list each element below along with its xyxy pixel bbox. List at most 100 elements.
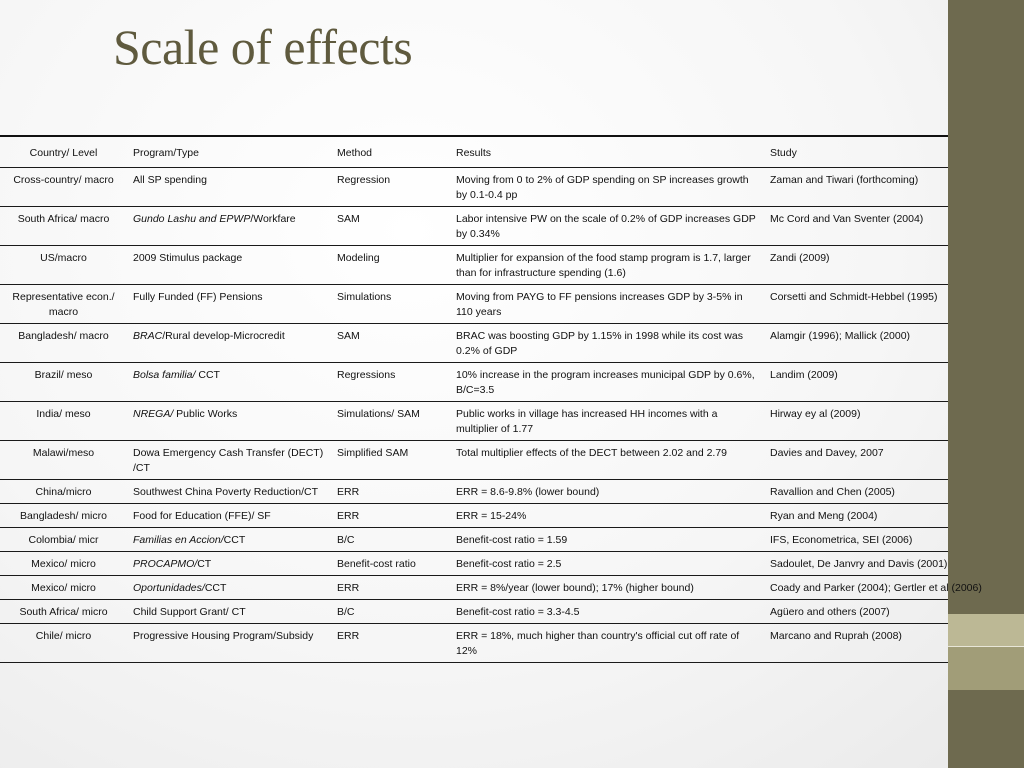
cell-program-type: Oportunidades/CCT xyxy=(127,576,331,600)
table-row: Malawi/meso Dowa Emergency Cash Transfer … xyxy=(0,441,948,480)
cell-program-type: Progressive Housing Program/Subsidy xyxy=(127,624,331,663)
cell-study: Mc Cord and Van Sventer (2004) xyxy=(770,213,924,225)
cell-method: SAM xyxy=(337,213,360,225)
decorative-band-light xyxy=(948,614,1024,646)
cell-study: IFS, Econometrica, SEI (2006) xyxy=(770,534,913,546)
cell-country-level: US/macro xyxy=(40,252,87,264)
table-row: Cross-country/ macro All SP spending Regre… xyxy=(0,168,948,207)
program-type-text: CT xyxy=(197,558,212,570)
decorative-sidebar xyxy=(948,0,1024,768)
header-results: Results xyxy=(456,147,492,159)
cell-study: Landim (2009) xyxy=(770,369,838,381)
table-row: Representative econ./ macro Fully Funded … xyxy=(0,285,948,324)
cell-method: Simplified SAM xyxy=(337,447,409,459)
table-row: Mexico/ micro Oportunidades/CCT ERR ERR = 8… xyxy=(0,576,982,600)
program-type-text: Food for Education (FFE)/ SF xyxy=(133,510,271,522)
cell-method: Simulations xyxy=(337,291,392,303)
cell-results: Benefit-cost ratio = 3.3-4.5 xyxy=(456,606,580,618)
table-header-row: Country/ Level Program/Type Method Resul… xyxy=(0,136,948,168)
cell-study: Marcano and Ruprah (2008) xyxy=(770,630,902,642)
table-row: Brazil/ meso Bolsa familia/ CCT Regression… xyxy=(0,363,948,402)
cell-program-type: All SP spending xyxy=(127,168,331,207)
cell-results: Benefit-cost ratio = 2.5 xyxy=(456,558,562,570)
cell-method: ERR xyxy=(337,486,360,498)
cell-country-level: Malawi/meso xyxy=(32,447,95,459)
header-method: Method xyxy=(337,147,373,159)
cell-country-level: South Africa/ micro xyxy=(19,606,108,618)
cell-program-type: Child Support Grant/ CT xyxy=(127,600,331,624)
cell-program-type: Familias en Accion/CCT xyxy=(127,528,331,552)
cell-method: SAM xyxy=(337,330,360,342)
table-row: Chile/ micro Progressive Housing Program/… xyxy=(0,624,948,663)
table-row: South Africa/ micro Child Support Grant/ … xyxy=(0,600,948,624)
cell-study: Ravallion and Chen (2005) xyxy=(770,486,895,498)
cell-study: Ryan and Meng (2004) xyxy=(770,510,878,522)
cell-country-level: Representative econ./ macro xyxy=(12,291,115,318)
program-name-italic: Bolsa familia/ xyxy=(133,369,196,381)
cell-results: Benefit-cost ratio = 1.59 xyxy=(456,534,568,546)
program-type-text: Progressive Housing Program/Subsidy xyxy=(133,630,314,642)
cell-method: B/C xyxy=(337,606,355,618)
table-row: China/micro Southwest China Poverty Reduc… xyxy=(0,480,948,504)
cell-method: ERR xyxy=(337,510,360,522)
table-row: Bangladesh/ macro BRAC/Rural develop-Micr… xyxy=(0,324,948,363)
cell-results: BRAC was boosting GDP by 1.15% in 1998 w… xyxy=(456,330,743,357)
effects-table: Country/ Level Program/Type Method Resul… xyxy=(0,135,982,663)
program-type-text: Public Works xyxy=(173,408,238,420)
program-name-italic: Oportunidades/ xyxy=(133,582,205,594)
program-name-italic: PROCAPMO/ xyxy=(133,558,198,570)
cell-program-type: BRAC/Rural develop-Microcredit xyxy=(127,324,331,363)
program-type-text: Child Support Grant/ CT xyxy=(133,606,246,618)
cell-results: Moving from PAYG to FF pensions increase… xyxy=(456,291,743,318)
table-row: Colombia/ micr Familias en Accion/CCT B/C B… xyxy=(0,528,948,552)
program-type-text: Southwest China Poverty Reduction/CT xyxy=(133,486,319,498)
cell-program-type: Southwest China Poverty Reduction/CT xyxy=(127,480,331,504)
cell-results: Labor intensive PW on the scale of 0.2% … xyxy=(456,213,756,240)
cell-program-type: Fully Funded (FF) Pensions xyxy=(127,285,331,324)
cell-study: Corsetti and Schmidt-Hebbel (1995) xyxy=(770,291,938,303)
cell-results: ERR = 8.6-9.8% (lower bound) xyxy=(456,486,600,498)
cell-study: Zandi (2009) xyxy=(770,252,830,264)
slide-title: Scale of effects xyxy=(113,19,413,75)
cell-study: Agüero and others (2007) xyxy=(770,606,890,618)
decorative-band-mid xyxy=(948,647,1024,690)
cell-method: Regressions xyxy=(337,369,396,381)
cell-results: Multiplier for expansion of the food sta… xyxy=(456,252,751,279)
cell-country-level: South Africa/ macro xyxy=(17,213,110,225)
program-type-text: All SP spending xyxy=(133,174,207,186)
cell-study: Coady and Parker (2004); Gertler et al (… xyxy=(770,582,982,594)
cell-country-level: Mexico/ micro xyxy=(31,582,96,594)
cell-country-level: Colombia/ micr xyxy=(28,534,99,546)
program-type-text: CCT xyxy=(204,582,227,594)
cell-results: ERR = 18%, much higher than country's of… xyxy=(456,630,740,657)
cell-country-level: Bangladesh/ micro xyxy=(20,510,107,522)
program-type-text: CCT xyxy=(195,369,220,381)
cell-results: Total multiplier effects of the DECT bet… xyxy=(456,447,728,459)
table-row: India/ meso NREGA/ Public Works Simulation… xyxy=(0,402,948,441)
cell-program-type: 2009 Stimulus package xyxy=(127,246,331,285)
cell-study: Zaman and Tiwari (forthcoming) xyxy=(770,174,919,186)
header-program-type: Program/Type xyxy=(133,147,199,159)
cell-method: Benefit-cost ratio xyxy=(337,558,416,570)
cell-results: 10% increase in the program increases mu… xyxy=(456,369,755,396)
cell-method: Regression xyxy=(337,174,391,186)
header-study: Study xyxy=(770,147,797,159)
program-name-italic: Familias en Accion/ xyxy=(133,534,224,546)
cell-program-type: PROCAPMO/CT xyxy=(127,552,331,576)
table-row: Bangladesh/ micro Food for Education (FFE… xyxy=(0,504,948,528)
cell-program-type: NREGA/ Public Works xyxy=(127,402,331,441)
cell-country-level: Chile/ micro xyxy=(35,630,92,642)
cell-program-type: Dowa Emergency Cash Transfer (DECT) /CT xyxy=(127,441,331,480)
header-country-level: Country/ Level xyxy=(29,147,98,159)
cell-method: B/C xyxy=(337,534,355,546)
program-type-text: /Workfare xyxy=(250,213,296,225)
cell-program-type: Food for Education (FFE)/ SF xyxy=(127,504,331,528)
cell-study: Hirway ey al (2009) xyxy=(770,408,861,420)
program-name-italic: BRAC xyxy=(133,330,163,342)
cell-program-type: Bolsa familia/ CCT xyxy=(127,363,331,402)
cell-study: Davies and Davey, 2007 xyxy=(770,447,884,459)
program-name-italic: NREGA/ xyxy=(133,408,174,420)
cell-country-level: Bangladesh/ macro xyxy=(18,330,109,342)
program-name-italic: Gundo Lashu and EPWP xyxy=(133,213,251,225)
cell-country-level: Brazil/ meso xyxy=(34,369,93,381)
